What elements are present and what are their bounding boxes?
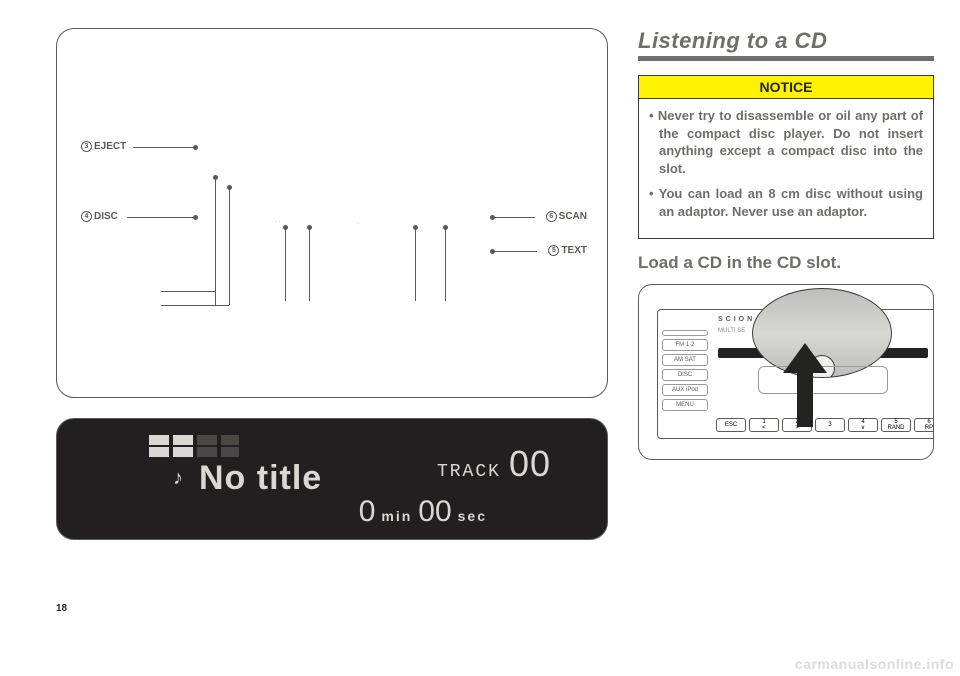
side-btn xyxy=(662,330,708,336)
leader xyxy=(493,217,535,218)
elapsed-time: 0 min 00 sec xyxy=(357,495,491,529)
leader xyxy=(309,227,310,301)
time-min-unit: min xyxy=(381,508,412,524)
leader xyxy=(493,251,537,252)
time-sec: 00 xyxy=(418,495,451,529)
track-number: 00 xyxy=(509,443,551,485)
up-arrow-icon xyxy=(783,343,827,427)
leader-dot xyxy=(490,249,495,254)
callout-text-btn: 5 TEXT xyxy=(546,245,587,256)
track-indicator: TRACK 00 xyxy=(437,443,551,485)
music-note-icon: ♪ xyxy=(173,467,183,490)
notice-item: Never try to disassemble or oil any part… xyxy=(649,107,923,177)
preset-btn: 4∨ xyxy=(848,418,878,432)
leader-dot xyxy=(227,185,232,190)
notice-heading: NOTICE xyxy=(639,76,933,99)
leader xyxy=(285,227,286,301)
leader-dot xyxy=(213,175,218,180)
callout-num: 3 xyxy=(81,141,92,152)
leader xyxy=(445,227,446,301)
cd-source-icon xyxy=(149,435,239,457)
callout-text: TEXT xyxy=(561,245,587,256)
track-label: TRACK xyxy=(437,462,501,482)
leader xyxy=(127,217,195,218)
load-cd-illustration: SCION Pioneer MULTI SE WMA MP3 FM 1·2 AM… xyxy=(638,284,934,460)
side-btn: AUX iPod xyxy=(662,384,708,396)
multi-label: MULTI SE xyxy=(718,328,745,334)
leader xyxy=(161,291,215,292)
manual-page: 3 EJECT 4 DISC 6 SCAN 5 TEXT xyxy=(0,0,960,676)
preset-btn: 5RAND xyxy=(881,418,911,432)
notice-body: Never try to disassemble or oil any part… xyxy=(639,99,933,238)
time-min: 0 xyxy=(359,495,376,529)
notice-box: NOTICE Never try to disassemble or oil a… xyxy=(638,75,934,239)
leader-dot xyxy=(490,215,495,220)
side-btn: AM SAT xyxy=(662,354,708,366)
leader-dot xyxy=(307,225,312,230)
callout-disc: 4 DISC xyxy=(79,211,118,222)
leader xyxy=(229,187,230,305)
watermark: carmanualsonline.info xyxy=(795,656,954,672)
callout-num: 4 xyxy=(81,211,92,222)
preset-btn: 1< xyxy=(749,418,779,432)
callout-scan: 6 SCAN xyxy=(544,211,587,222)
callout-num: 5 xyxy=(548,245,559,256)
preset-btn: 6RP xyxy=(914,418,934,432)
leader-dot xyxy=(193,215,198,220)
preset-btn: ESC xyxy=(716,418,746,432)
leader xyxy=(415,227,416,301)
callout-eject: 3 EJECT xyxy=(79,141,126,152)
leader xyxy=(133,147,195,148)
time-sec-unit: sec xyxy=(458,508,487,524)
side-buttons: FM 1·2 AM SAT DISC AUX iPod MENU xyxy=(662,330,708,414)
leader xyxy=(161,305,229,306)
track-title: No title xyxy=(199,459,322,498)
tiny-mark: · xyxy=(357,221,359,227)
page-number: 18 xyxy=(56,603,67,614)
side-btn: MENU xyxy=(662,399,708,411)
notice-item: You can load an 8 cm disc without using … xyxy=(649,185,923,220)
leader xyxy=(215,177,216,305)
head-unit-diagram: 3 EJECT 4 DISC 6 SCAN 5 TEXT xyxy=(56,28,608,398)
callout-num: 6 xyxy=(546,211,557,222)
section-title: Listening to a CD xyxy=(638,28,934,61)
callout-text: DISC xyxy=(94,211,118,222)
instruction-text: Load a CD in the CD slot. xyxy=(638,253,934,273)
right-column: Listening to a CD NOTICE Never try to di… xyxy=(638,28,934,460)
tiny-mark: · · xyxy=(275,219,281,225)
leader-dot xyxy=(283,225,288,230)
callout-text: SCAN xyxy=(559,211,587,222)
leader-dot xyxy=(193,145,198,150)
side-btn: DISC xyxy=(662,369,708,381)
leader-dot xyxy=(413,225,418,230)
lcd-display: ♪ No title TRACK 00 0 min 00 sec xyxy=(56,418,608,540)
leader-dot xyxy=(443,225,448,230)
callout-text: EJECT xyxy=(94,141,126,152)
side-btn: FM 1·2 xyxy=(662,339,708,351)
brand-logo: SCION xyxy=(718,316,755,323)
